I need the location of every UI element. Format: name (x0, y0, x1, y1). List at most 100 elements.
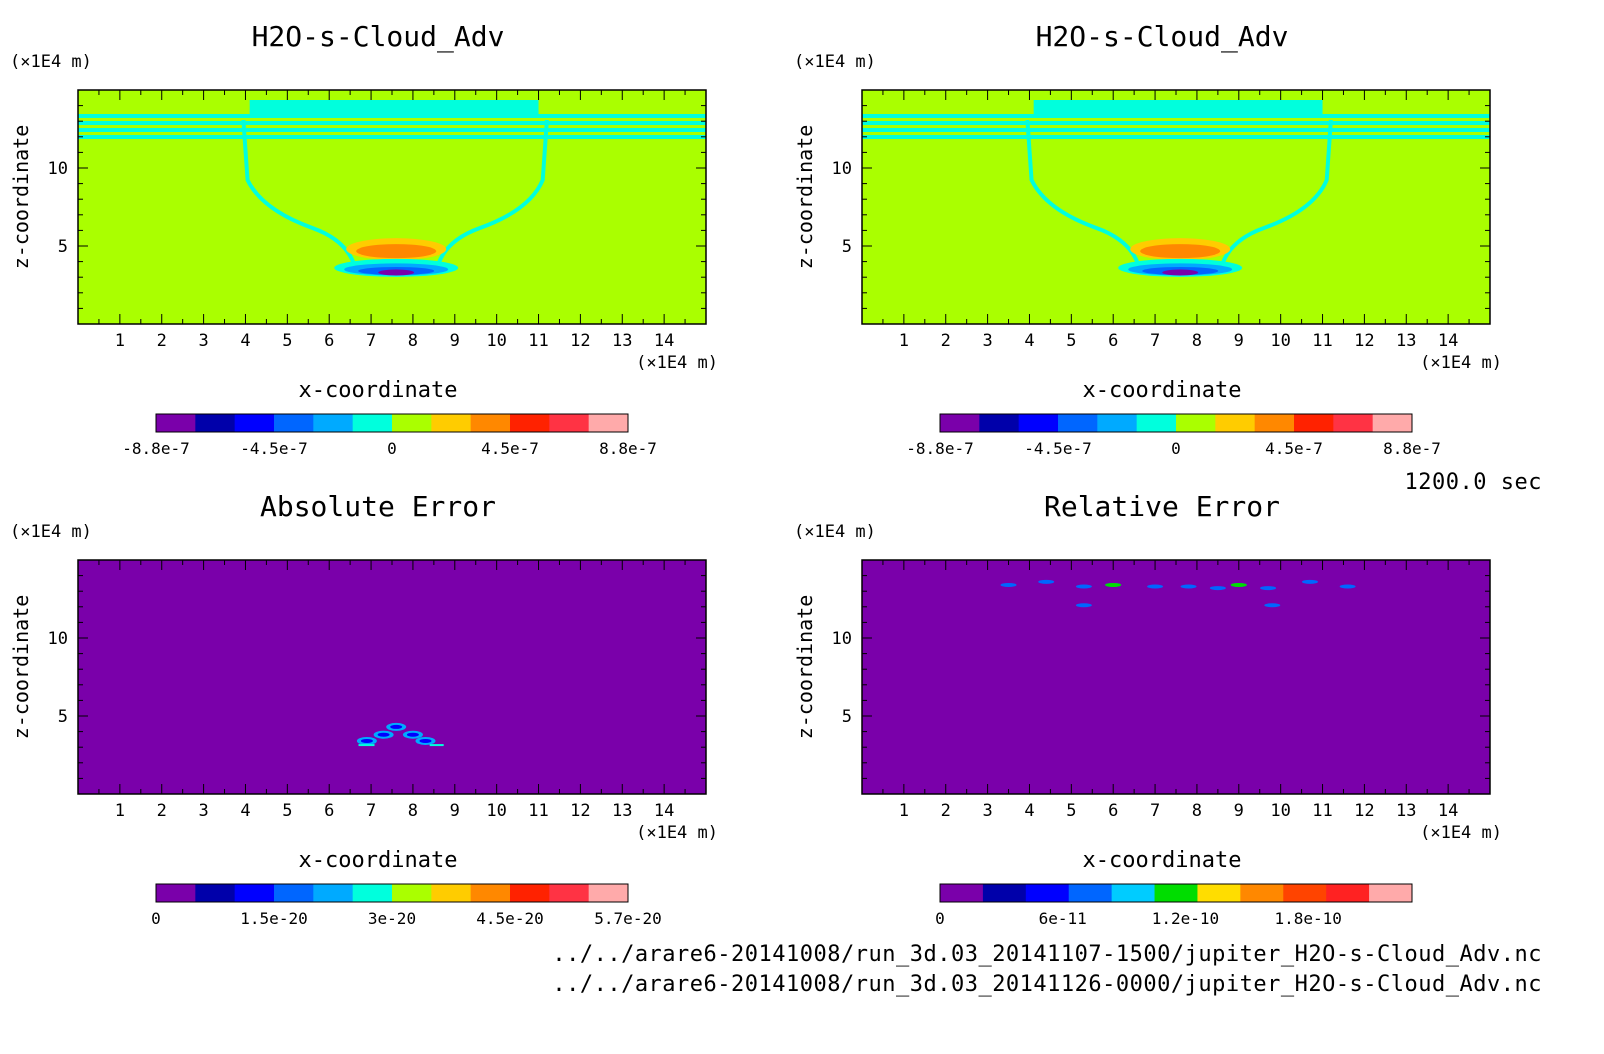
y-axis-label: z-coordinate (793, 595, 817, 740)
cyan-band (862, 121, 1490, 125)
y-axis-label: z-coordinate (9, 595, 33, 740)
x-tick-label: 1 (899, 801, 909, 821)
cyan-band (78, 135, 706, 139)
colorbar-swatch (1369, 884, 1413, 902)
colorbar-tick-label: 4.5e-20 (476, 909, 543, 928)
x-tick-label: 13 (1396, 801, 1416, 821)
panel-4: Relative Error(×1E4 m)1 2 3 4 5 6 7 8 9 10 11 12 13 1… (793, 490, 1502, 928)
error-spot-core (360, 738, 373, 743)
colorbar: -8.8e-7 -4.5e-7 0 4.5e-7 8.8e-7 (122, 413, 657, 458)
colorbar-tick-label: -4.5e-7 (240, 439, 307, 458)
x-tick-label: 2 (941, 331, 951, 351)
x-axis-label: x-coordinate (299, 378, 458, 403)
colorbar-swatch (470, 414, 511, 432)
colorbar-swatch (470, 884, 511, 902)
x-tick-label: 4 (240, 801, 250, 821)
colorbar-swatch (940, 414, 980, 432)
x-tick-label: 2 (157, 331, 167, 351)
colorbar-swatch (1333, 414, 1374, 432)
colorbar-swatch (431, 414, 472, 432)
error-background (862, 560, 1490, 794)
cyan-funnel-right (420, 119, 549, 272)
colorbar-swatch (549, 884, 590, 902)
x-tick-label: 9 (1234, 331, 1244, 351)
y-unit-label: (×1E4 m) (10, 522, 92, 542)
x-tick-label: 12 (570, 801, 590, 821)
plot-area (78, 560, 706, 794)
colorbar-swatch (940, 884, 984, 902)
x-tick-label: 8 (408, 801, 418, 821)
x-tick-label: 5 (282, 801, 292, 821)
x-unit-label: (×1E4 m) (1420, 353, 1502, 373)
colorbar-swatch (1326, 884, 1370, 902)
colorbar-swatch (1215, 414, 1256, 432)
x-tick-label: 10 (1270, 331, 1290, 351)
x-axis-label: x-coordinate (1083, 848, 1242, 873)
cloud-negative-core (378, 269, 415, 276)
y-tick-label: 5 (58, 237, 68, 257)
field-background (78, 90, 706, 324)
x-tick-label: 7 (366, 801, 376, 821)
x-tick-label: 5 (1066, 801, 1076, 821)
error-spot-core (377, 732, 390, 737)
cyan-band (862, 114, 1490, 118)
y-tick-label: 5 (842, 707, 852, 727)
colorbar-swatch (313, 414, 354, 432)
x-tick-label: 2 (157, 801, 167, 821)
x-tick-label: 8 (1192, 801, 1202, 821)
error-spot (1301, 579, 1318, 584)
x-unit-label: (×1E4 m) (636, 353, 718, 373)
error-spot-core (406, 732, 419, 737)
x-tick-label: 7 (1150, 801, 1160, 821)
cloud-negative-core (1162, 269, 1199, 276)
cyan-band-top (249, 100, 539, 114)
x-tick-label: 11 (528, 801, 548, 821)
x-tick-label: 6 (324, 331, 334, 351)
colorbar-swatch (1111, 884, 1156, 902)
colorbar-swatch (392, 414, 432, 432)
colorbar-swatch (982, 884, 1027, 902)
x-tick-label: 14 (1438, 801, 1458, 821)
cloud-positive-inner (356, 244, 437, 259)
panel-title: Absolute Error (260, 490, 496, 523)
y-unit-label: (×1E4 m) (794, 522, 876, 542)
error-spot (1260, 586, 1277, 591)
cyan-band (862, 135, 1490, 139)
x-tick-label: 13 (1396, 331, 1416, 351)
colorbar: -8.8e-7 -4.5e-7 0 4.5e-7 8.8e-7 (906, 413, 1441, 458)
colorbar-frame (939, 413, 1413, 433)
colorbar-swatch (234, 884, 275, 902)
cyan-band-top (1033, 100, 1323, 114)
x-tick-label: 10 (486, 331, 506, 351)
cloud-positive-inner (1140, 244, 1221, 259)
error-spot (1075, 603, 1092, 608)
y-tick-label: 10 (832, 159, 852, 179)
colorbar-swatch (1294, 414, 1334, 432)
colorbar-tick-label: 0 (935, 909, 945, 928)
cyan-funnel-left (1025, 119, 1156, 272)
panel-title: Relative Error (1044, 490, 1280, 523)
colorbar-swatch (195, 884, 236, 902)
x-tick-label: 6 (324, 801, 334, 821)
field-background (862, 90, 1490, 324)
y-unit-label: (×1E4 m) (10, 52, 92, 72)
colorbar-frame (155, 883, 629, 903)
x-tick-label: 4 (1024, 331, 1034, 351)
y-tick-label: 10 (48, 629, 68, 649)
file-path-2: ../../arare6-20141008/run_3d.03_20141126… (552, 972, 1542, 997)
error-spot (429, 744, 444, 747)
x-tick-label: 9 (450, 331, 460, 351)
colorbar-swatch (1154, 884, 1198, 902)
x-tick-label: 1 (115, 801, 125, 821)
colorbar-tick-label: 8.8e-7 (599, 439, 657, 458)
colorbar-tick-label: 0 (387, 439, 397, 458)
panel-3: Absolute Error(×1E4 m)1 2 3 4 5 6 7 8 9 10 11 12 13 1… (9, 490, 718, 928)
colorbar-swatch (352, 884, 393, 902)
error-spot-core (390, 724, 403, 729)
error-spot (1209, 586, 1226, 591)
y-tick-label: 10 (48, 159, 68, 179)
x-tick-label: 3 (982, 801, 992, 821)
colorbar-tick-label: 1.8e-10 (1274, 909, 1341, 928)
error-spot (358, 744, 375, 747)
